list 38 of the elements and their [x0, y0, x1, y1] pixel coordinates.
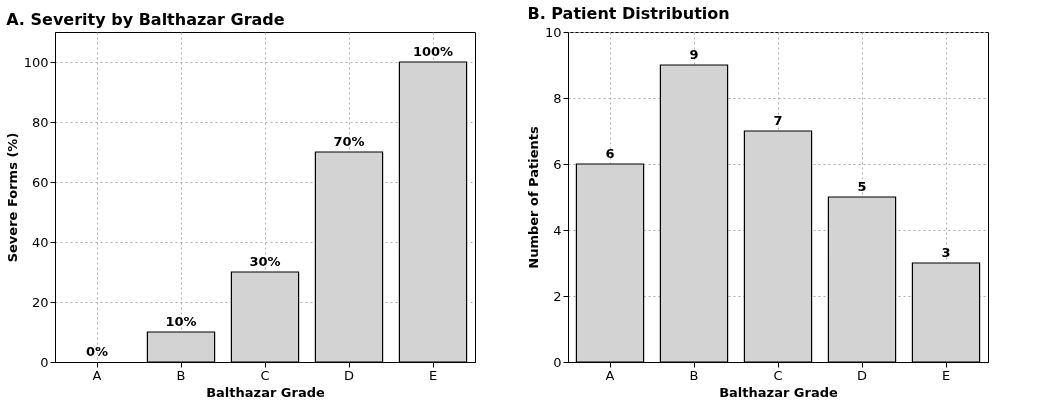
data-label: 100%: [412, 44, 454, 59]
y-tick-label: 60: [31, 174, 49, 190]
x-tick-label: C: [260, 367, 270, 383]
y-tick-label: 6: [553, 156, 562, 172]
y-tick-label: 20: [31, 294, 49, 310]
y-tick-label: 100: [23, 54, 49, 70]
x-tick-label: B: [176, 367, 186, 383]
x-tick-label: C: [773, 367, 783, 383]
x-tick-label: B: [689, 367, 699, 383]
data-label: 6: [605, 146, 615, 161]
x-axis-title: Balthazar Grade: [206, 384, 325, 400]
data-label: 0%: [85, 344, 109, 359]
y-tick-label: 0: [553, 354, 562, 370]
x-tick-label: E: [941, 367, 951, 383]
data-label: 30%: [249, 254, 281, 269]
x-tick-label: D: [856, 367, 868, 383]
y-tick-label: 10: [544, 24, 562, 40]
y-axis-title: Severe Forms (%): [4, 132, 20, 263]
data-label: 70%: [333, 134, 365, 149]
y-tick-label: 2: [553, 288, 562, 304]
y-tick-label: 0: [40, 354, 49, 370]
data-label: 3: [941, 245, 951, 260]
chart-title: B. Patient Distribution: [527, 4, 730, 23]
data-label: 7: [773, 113, 783, 128]
y-tick-label: 40: [31, 234, 49, 250]
data-label: 5: [857, 179, 867, 194]
y-tick-label: 4: [553, 222, 562, 238]
data-label: 10%: [165, 314, 197, 329]
x-tick-label: A: [92, 367, 102, 383]
y-axis-title: Number of Patients: [525, 125, 541, 269]
x-tick-label: D: [343, 367, 355, 383]
chart-title: A. Severity by Balthazar Grade: [6, 10, 285, 29]
y-tick-label: 80: [31, 114, 49, 130]
x-tick-label: A: [605, 367, 615, 383]
x-axis-title: Balthazar Grade: [719, 384, 838, 400]
data-label: 9: [689, 47, 699, 62]
y-tick-label: 8: [553, 90, 562, 106]
x-tick-label: E: [428, 367, 438, 383]
